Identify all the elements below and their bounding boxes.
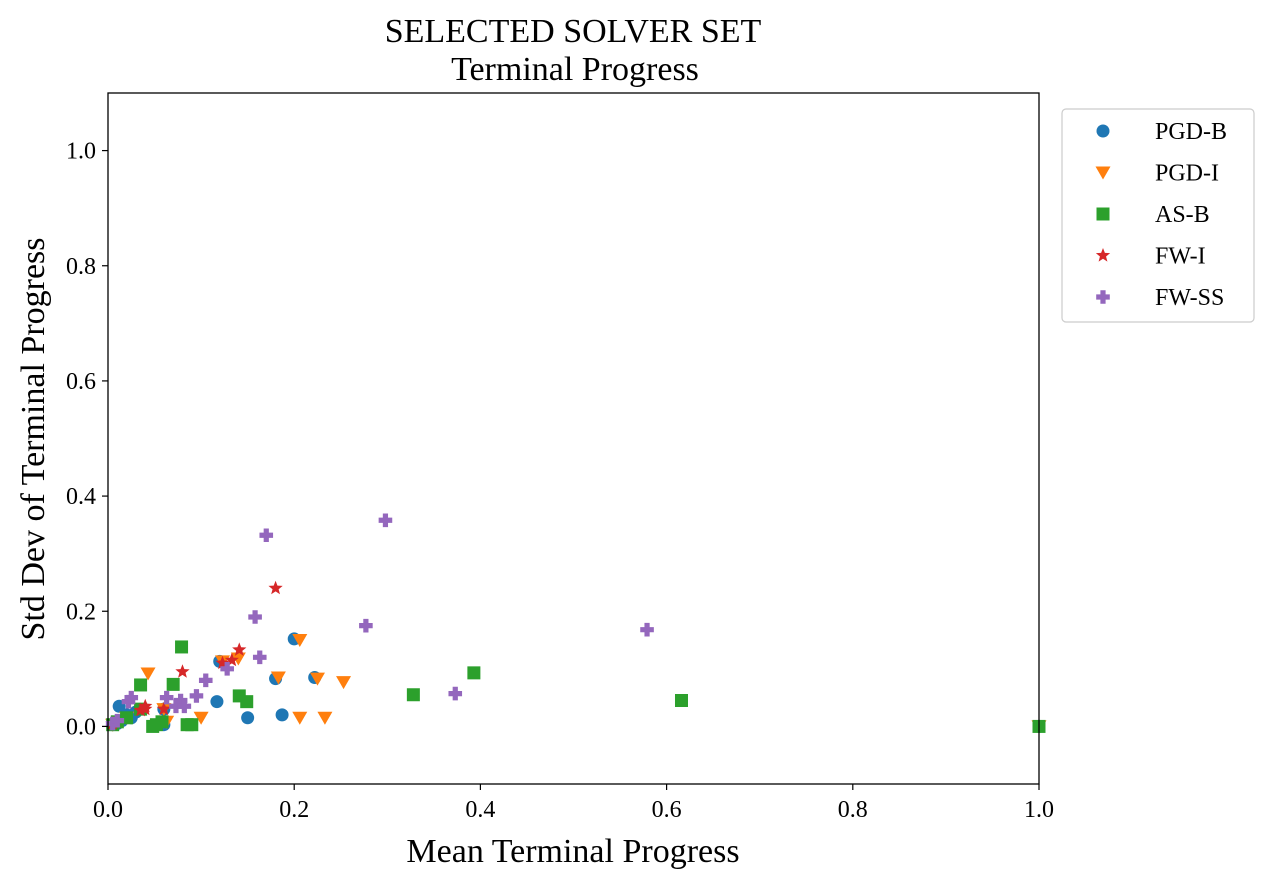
data-point-fw-i xyxy=(156,701,171,716)
data-point-as-b xyxy=(406,688,420,702)
legend-label-fw-i: FW-I xyxy=(1155,244,1206,270)
legend-marker-fw-ss xyxy=(1096,290,1110,304)
data-point-fw-ss xyxy=(359,618,373,633)
legend-marker-pgd-i xyxy=(1095,166,1111,180)
data-point-pgd-b xyxy=(275,708,289,722)
data-point-pgd-i xyxy=(336,676,352,690)
data-point-pgd-i xyxy=(193,711,209,725)
data-point-fw-ss xyxy=(252,650,267,665)
data-point-pgd-b xyxy=(241,711,255,725)
legend-marker-pgd-b xyxy=(1096,124,1110,138)
legend-marker-fw-i xyxy=(1095,248,1111,262)
x-tick-label: 0.6 xyxy=(652,797,682,823)
data-point-fw-i xyxy=(215,655,230,670)
data-point-fw-ss xyxy=(159,690,174,705)
x-tick-label: 0.0 xyxy=(93,797,123,823)
data-point-pgd-i xyxy=(309,672,325,686)
data-point-fw-ss xyxy=(198,673,213,688)
data-point-as-b xyxy=(240,695,254,709)
data-point-fw-ss xyxy=(177,699,192,714)
data-point-fw-ss xyxy=(105,716,120,731)
series-pgd-b xyxy=(106,632,1046,733)
legend-label-pgd-i: PGD-I xyxy=(1155,161,1219,187)
data-point-fw-i xyxy=(268,580,283,595)
legend-marker-as-b xyxy=(1096,207,1110,221)
y-tick-label: 0.4 xyxy=(66,484,96,510)
data-point-as-b xyxy=(166,677,180,691)
data-point-fw-ss xyxy=(248,610,262,624)
data-point-fw-ss xyxy=(121,694,136,709)
plot-frame xyxy=(107,92,1040,785)
data-point-fw-i xyxy=(175,664,190,678)
data-point-pgd-i xyxy=(270,671,286,685)
y-tick-label: 1.0 xyxy=(66,139,96,165)
data-point-fw-ss xyxy=(124,690,139,705)
legend-label-pgd-b: PGD-B xyxy=(1155,119,1227,145)
data-point-as-b xyxy=(467,666,481,680)
data-point-fw-ss xyxy=(220,662,234,676)
data-point-fw-i xyxy=(138,701,153,716)
x-tick-label: 1.0 xyxy=(1024,797,1054,823)
series-fw-ss xyxy=(105,513,654,731)
legend-label-as-b: AS-B xyxy=(1155,202,1210,228)
data-point-pgd-i xyxy=(140,667,156,681)
data-point-pgd-i xyxy=(230,652,246,666)
data-point-pgd-i xyxy=(317,711,333,725)
legend: PGD-B PGD-I AS-B FW-I FW-SS xyxy=(1061,108,1255,323)
data-point-pgd-b xyxy=(210,695,224,709)
x-tick-label: 0.4 xyxy=(465,797,495,823)
legend-label-fw-ss: FW-SS xyxy=(1155,285,1224,311)
data-point-as-b xyxy=(185,718,199,732)
data-point-as-b xyxy=(674,694,688,708)
data-point-fw-ss xyxy=(169,699,183,714)
data-point-as-b xyxy=(175,640,189,654)
y-tick-label: 0.2 xyxy=(66,599,96,625)
data-point-fw-ss xyxy=(110,713,125,728)
chart-title: SELECTED SOLVER SET xyxy=(385,13,762,50)
chart-subtitle: Terminal Progress xyxy=(451,51,699,88)
y-tick-label: 0.8 xyxy=(66,254,96,280)
data-point-as-b xyxy=(134,678,148,692)
data-point-fw-ss xyxy=(189,689,204,703)
y-tick-label: 0.6 xyxy=(66,369,96,395)
data-point-fw-i xyxy=(224,652,239,667)
data-point-pgd-i xyxy=(292,711,308,725)
x-axis-label: Mean Terminal Progress xyxy=(406,833,739,870)
y-tick-label: 0.0 xyxy=(66,714,96,740)
data-point-fw-i xyxy=(133,702,148,717)
data-point-fw-ss xyxy=(640,622,654,637)
y-axis-label: Std Dev of Terminal Progress xyxy=(15,237,52,640)
legend-box xyxy=(1061,108,1255,323)
data-point-pgd-i xyxy=(292,634,308,648)
data-point-fw-ss xyxy=(448,686,463,701)
data-point-as-b xyxy=(155,715,169,729)
data-point-fw-ss xyxy=(259,528,274,543)
plot-area xyxy=(105,513,1047,734)
data-point-fw-ss xyxy=(173,693,188,708)
data-point-fw-ss xyxy=(378,513,393,528)
data-point-fw-i xyxy=(232,642,247,656)
x-tick-label: 0.2 xyxy=(279,797,309,823)
x-tick-label: 0.8 xyxy=(838,797,868,823)
